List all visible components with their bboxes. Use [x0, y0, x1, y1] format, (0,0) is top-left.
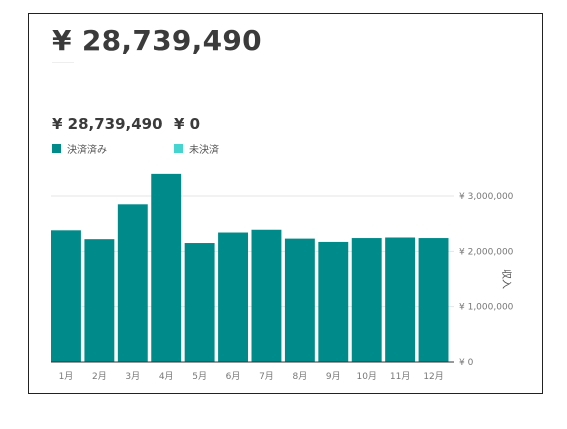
legend-unsettled[interactable]: 未決済 — [174, 141, 219, 156]
x-tick-label: 5月 — [192, 371, 207, 382]
settled-amount: ¥ 28,739,490 — [52, 115, 163, 133]
bar — [284, 238, 315, 362]
x-tick-label: 2月 — [92, 371, 107, 382]
legend-settled[interactable]: 決済済み — [52, 141, 107, 156]
x-tick-label: 9月 — [326, 371, 341, 382]
x-tick-label: 12月 — [423, 371, 443, 382]
legend-swatch-unsettled — [174, 144, 183, 153]
y-axis-label: 収入 — [500, 269, 512, 289]
bar — [117, 204, 148, 362]
bar — [251, 229, 282, 362]
y-tick-label: ¥ 3,000,000 — [459, 192, 514, 202]
bar — [84, 239, 115, 362]
title-divider — [52, 62, 74, 63]
unsettled-amount: ¥ 0 — [174, 115, 201, 133]
x-tick-label: 1月 — [59, 371, 74, 382]
legend-swatch-settled — [52, 144, 61, 153]
bar — [385, 237, 416, 362]
bar — [318, 241, 349, 362]
x-tick-label: 10月 — [356, 371, 376, 382]
x-tick-label: 8月 — [293, 371, 308, 382]
x-tick-label: 6月 — [226, 371, 241, 382]
y-tick-label: ¥ 0 — [459, 358, 474, 368]
x-tick-label: 3月 — [125, 371, 140, 382]
bar — [51, 230, 81, 362]
y-tick-label: ¥ 1,000,000 — [459, 303, 514, 313]
x-tick-label: 4月 — [159, 371, 174, 382]
total-revenue: ¥ 28,739,490 — [52, 24, 262, 57]
x-tick-label: 7月 — [259, 371, 274, 382]
legend-label-unsettled: 未決済 — [189, 145, 219, 156]
revenue-bar-chart: ¥ 0 ¥ 1,000,000 ¥ 2,000,000 ¥ 3,000,000 収入 1月… — [51, 173, 514, 382]
legend-label-settled: 決済済み — [67, 145, 107, 156]
bar — [418, 238, 449, 362]
bar — [218, 232, 248, 362]
x-tick-label: 11月 — [390, 371, 410, 382]
revenue-panel: ¥ 28,739,490 ¥ 28,739,490 ¥ 0 決済済み 未決済 ¥… — [28, 13, 543, 394]
y-tick-label: ¥ 2,000,000 — [459, 247, 514, 257]
bar — [351, 238, 382, 362]
bar — [184, 243, 215, 362]
bar — [151, 173, 182, 362]
